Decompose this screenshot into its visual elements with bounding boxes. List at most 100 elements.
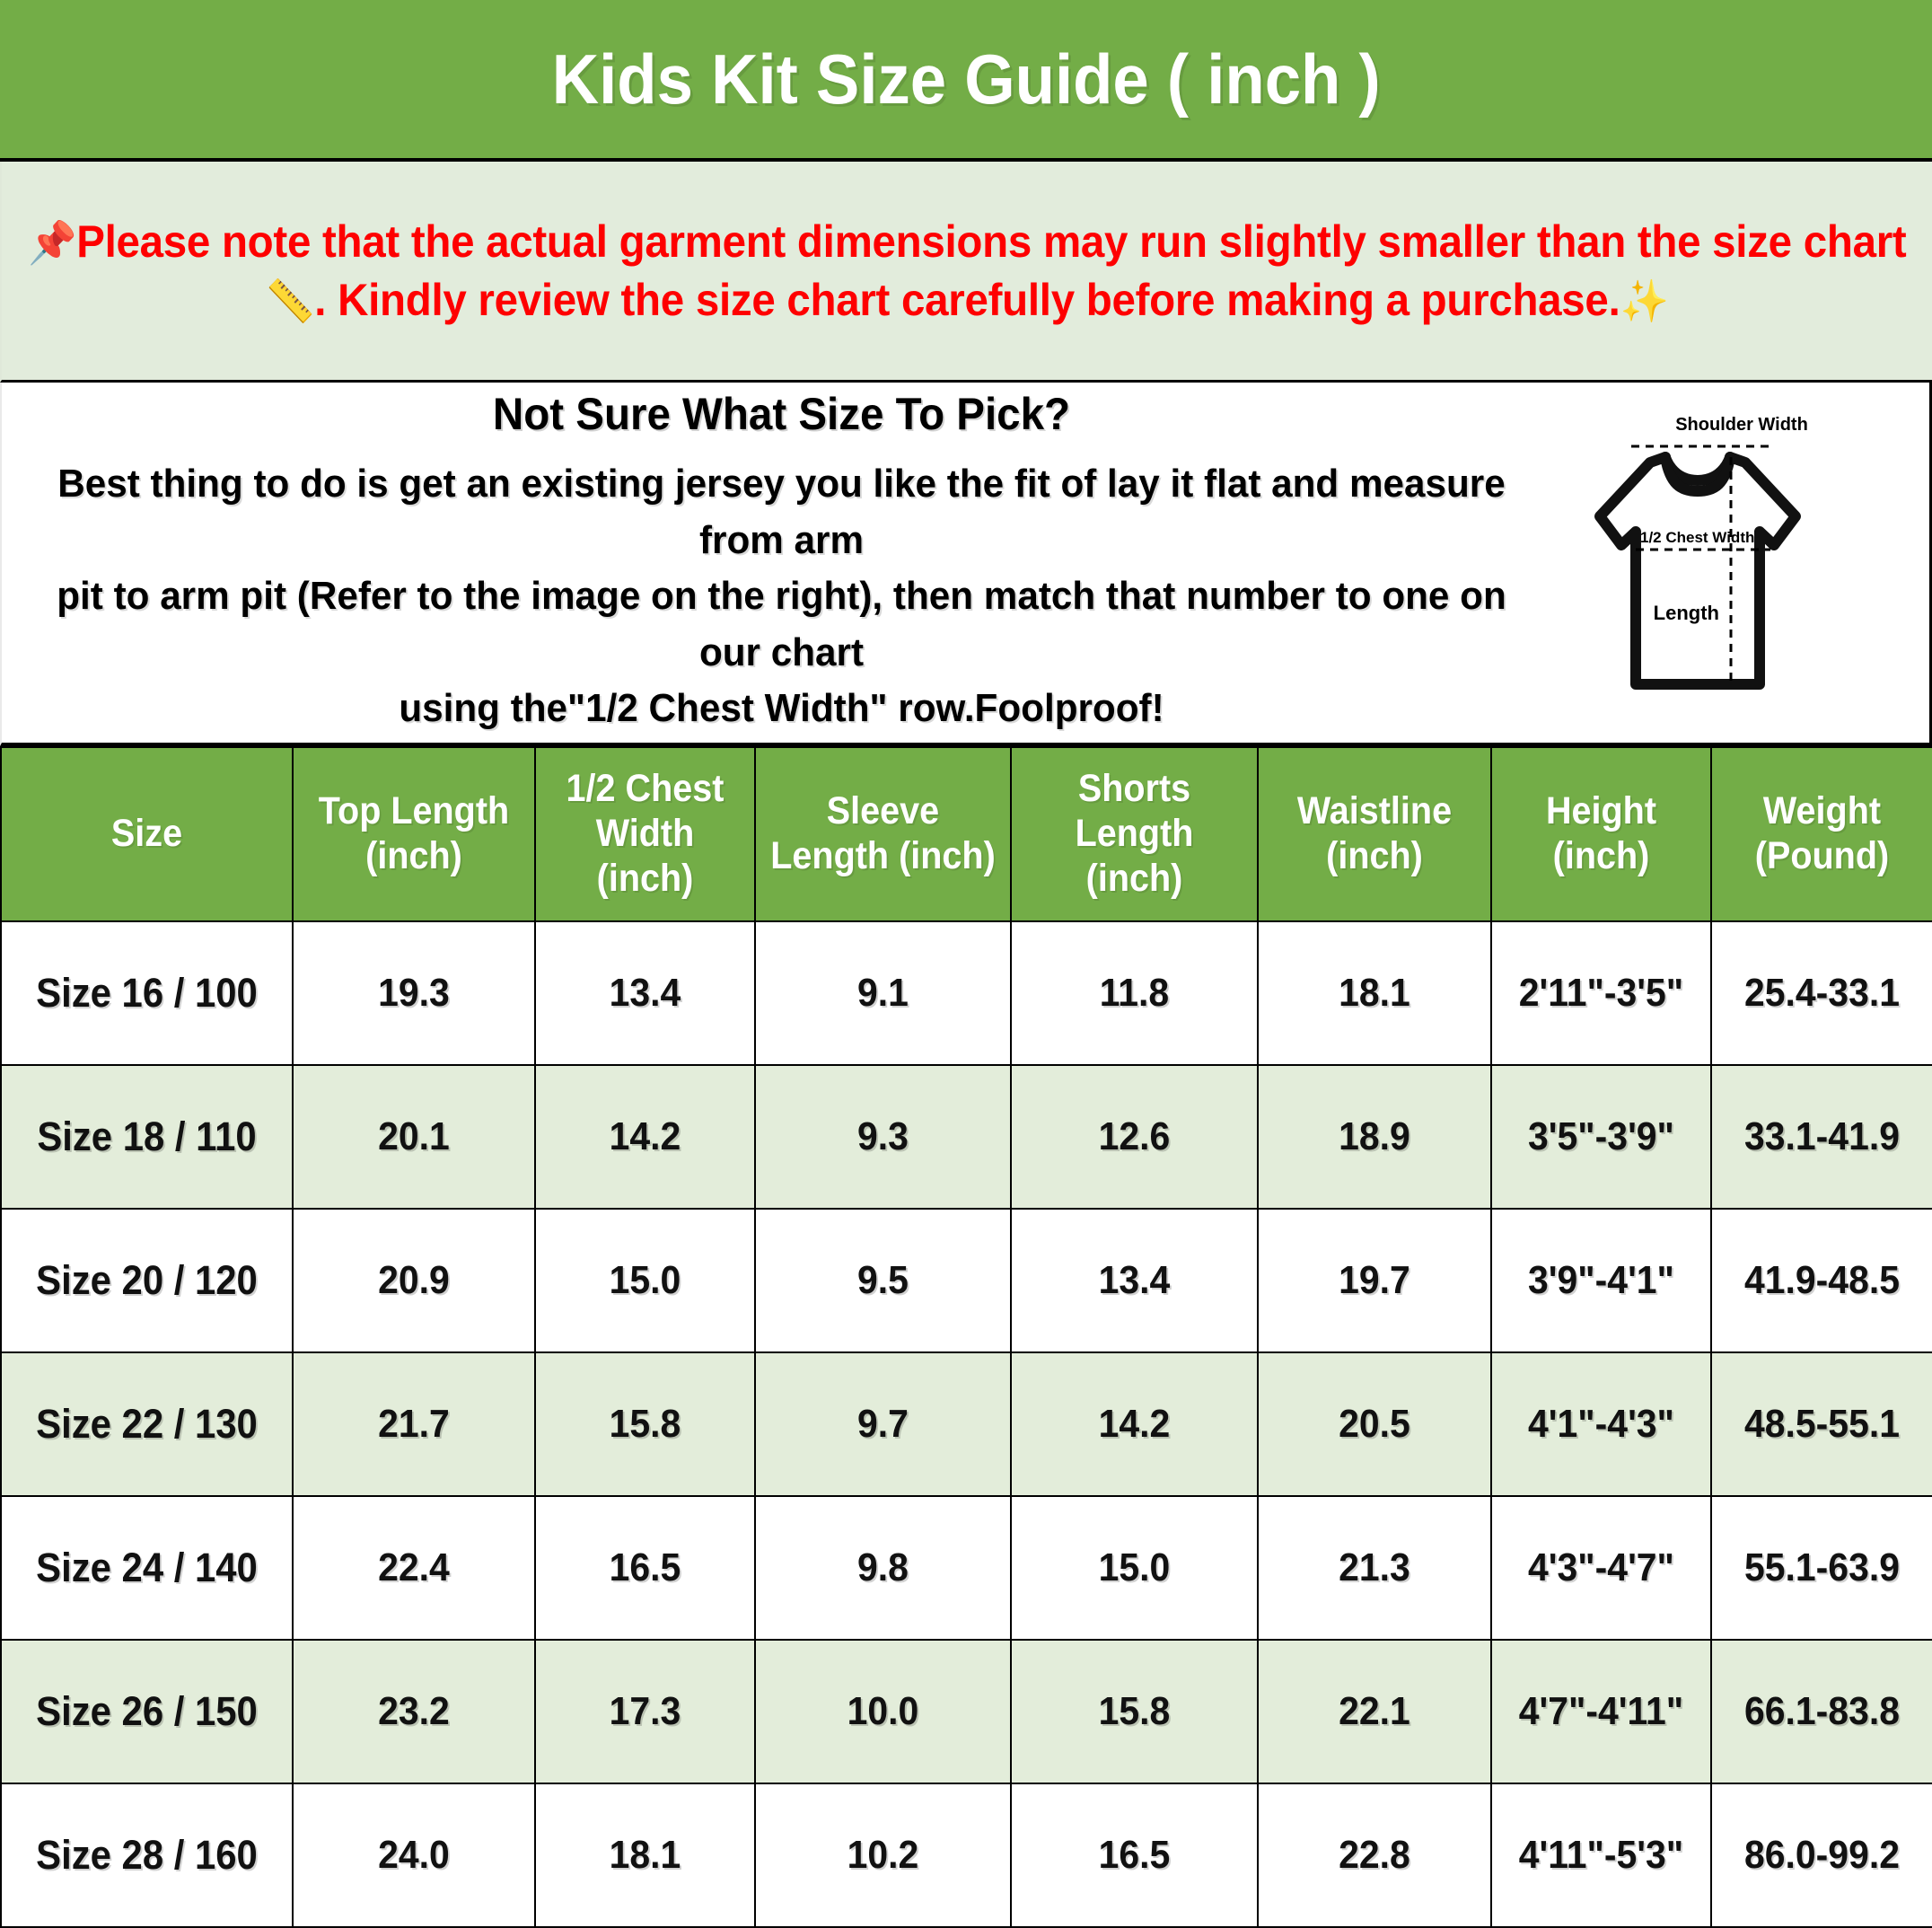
- table-cell: 33.1-41.9: [1710, 1064, 1932, 1210]
- column-header-line: (inch): [365, 834, 462, 877]
- cell-value: 9.1: [857, 971, 909, 1015]
- cell-value: 22.1: [1339, 1689, 1410, 1733]
- cell-value: 16.5: [1098, 1833, 1171, 1877]
- cell-value: 9.5: [857, 1258, 909, 1302]
- cell-value: 17.3: [609, 1689, 681, 1733]
- cell-value: Size 28 / 160: [36, 1832, 258, 1878]
- table-header-row: Size Top Length (inch) 1/2 Chest Width (inch…: [0, 746, 1932, 922]
- cell-value: 14.2: [609, 1114, 681, 1158]
- column-header-line: (inch): [1552, 834, 1650, 877]
- cell-value: 4'1"-4'3": [1528, 1402, 1674, 1446]
- notice-line-2-text: . Kindly review the size chart carefully…: [313, 274, 1620, 325]
- cell-value: 18.1: [1339, 971, 1410, 1015]
- cell-value: Size 18 / 110: [37, 1114, 257, 1159]
- column-header-line: (inch): [1326, 834, 1423, 877]
- table-cell: 21.3: [1257, 1495, 1492, 1641]
- table-cell: 86.0-99.2: [1710, 1783, 1932, 1928]
- column-header-line: Height: [1545, 789, 1657, 833]
- column-header-line: (Pound): [1754, 834, 1890, 877]
- pushpin-icon: 📌: [27, 218, 76, 266]
- table-cell: 19.7: [1257, 1208, 1492, 1353]
- table-cell: 21.7: [292, 1351, 536, 1497]
- cell-value: 23.2: [378, 1689, 450, 1733]
- table-cell: 4'7"-4'11": [1490, 1639, 1712, 1784]
- column-header-line: Length (inch): [1075, 812, 1194, 900]
- tshirt-measurement-svg: Shoulder Width 1/2 Chest Width Length: [1594, 415, 1808, 690]
- cell-value: 2'11"-3'5": [1518, 971, 1684, 1015]
- column-header-0: Size: [0, 746, 294, 922]
- info-text: Not Sure What Size To Pick? Best thing t…: [2, 383, 1570, 743]
- cell-value: Size 20 / 120: [36, 1257, 258, 1303]
- info-body: Best thing to do is get an existing jers…: [41, 456, 1521, 736]
- table-cell: 17.3: [534, 1639, 756, 1784]
- info-block: Not Sure What Size To Pick? Best thing t…: [0, 383, 1932, 746]
- cell-value: 4'7"-4'11": [1518, 1689, 1684, 1733]
- cell-value: 11.8: [1099, 971, 1170, 1015]
- cell-value: 13.4: [1098, 1258, 1171, 1302]
- length-label: Length: [1654, 602, 1719, 624]
- cell-value: 33.1-41.9: [1744, 1114, 1900, 1158]
- table-cell: 16.5: [534, 1495, 756, 1641]
- cell-value: 15.0: [1098, 1545, 1171, 1589]
- table-cell: 9.8: [754, 1495, 1012, 1641]
- column-header-line: Weight: [1762, 789, 1882, 833]
- column-header-line: Length (inch): [770, 834, 996, 877]
- cell-value: 25.4-33.1: [1744, 971, 1900, 1015]
- row-size-label: Size 28 / 160: [0, 1783, 294, 1928]
- table-cell: 15.8: [534, 1351, 756, 1497]
- cell-value: 15.0: [609, 1258, 681, 1302]
- cell-value: 20.5: [1339, 1402, 1410, 1446]
- table-cell: 16.5: [1010, 1783, 1259, 1928]
- cell-value: 24.0: [378, 1833, 450, 1877]
- table-cell: 15.0: [1010, 1495, 1259, 1641]
- column-header-line: Shorts: [1077, 767, 1191, 811]
- table-cell: 14.2: [1010, 1351, 1259, 1497]
- cell-value: 15.8: [609, 1402, 681, 1446]
- info-body-line-2: pit to arm pit (Refer to the image on th…: [57, 574, 1506, 674]
- notice-block: 📌Please note that the actual garment dim…: [0, 162, 1932, 383]
- table-cell: 9.3: [754, 1064, 1012, 1210]
- table-cell: 18.1: [534, 1783, 756, 1928]
- table-row: Size 16 / 100 19.3 13.4 9.1 11.8 18.1 2'11"-3'…: [0, 920, 1932, 1066]
- column-header-6: Height (inch): [1490, 746, 1712, 922]
- cell-value: Size 22 / 130: [36, 1401, 258, 1447]
- cell-value: 86.0-99.2: [1744, 1833, 1900, 1877]
- column-header-line: 1/2 Chest: [566, 767, 724, 811]
- table-cell: 4'11"-5'3": [1490, 1783, 1712, 1928]
- table-cell: 22.8: [1257, 1783, 1492, 1928]
- table-cell: 18.9: [1257, 1064, 1492, 1210]
- table-cell: 20.5: [1257, 1351, 1492, 1497]
- table-cell: 23.2: [292, 1639, 536, 1784]
- cell-value: 19.7: [1339, 1258, 1410, 1302]
- column-header-5: Waistline (inch): [1257, 746, 1492, 922]
- ruler-icon: 📏: [265, 277, 314, 324]
- table-cell: 9.1: [754, 920, 1012, 1066]
- table-cell: 4'1"-4'3": [1490, 1351, 1712, 1497]
- notice-line-1-text: Please note that the actual garment dime…: [75, 216, 1907, 267]
- tshirt-neck: [1660, 451, 1735, 497]
- column-header-2: 1/2 Chest Width (inch): [534, 746, 756, 922]
- cell-value: 21.3: [1339, 1545, 1410, 1589]
- cell-value: 19.3: [378, 971, 450, 1015]
- table-cell: 15.0: [534, 1208, 756, 1353]
- column-header-7: Weight (Pound): [1710, 746, 1932, 922]
- table-row: Size 24 / 140 22.4 16.5 9.8 15.0 21.3 4'3"-4'7…: [0, 1495, 1932, 1641]
- cell-value: 4'3"-4'7": [1528, 1545, 1674, 1589]
- size-chart-table: Size Top Length (inch) 1/2 Chest Width (inch…: [0, 746, 1932, 1928]
- cell-value: 10.0: [847, 1689, 919, 1733]
- cell-value: 66.1-83.8: [1744, 1689, 1900, 1733]
- column-header-line: Sleeve: [826, 789, 940, 833]
- table-cell: 19.3: [292, 920, 536, 1066]
- title-banner: Kids Kit Size Guide ( inch ): [0, 0, 1932, 162]
- table-cell: 10.2: [754, 1783, 1012, 1928]
- cell-value: 20.9: [378, 1258, 450, 1302]
- cell-value: 16.5: [609, 1545, 681, 1589]
- table-row: Size 26 / 150 23.2 17.3 10.0 15.8 22.1 4'7"-4'…: [0, 1639, 1932, 1784]
- cell-value: 22.4: [378, 1545, 450, 1589]
- row-size-label: Size 22 / 130: [0, 1351, 294, 1497]
- table-cell: 13.4: [534, 920, 756, 1066]
- column-header-4: Shorts Length (inch): [1010, 746, 1259, 922]
- table-cell: 66.1-83.8: [1710, 1639, 1932, 1784]
- table-cell: 41.9-48.5: [1710, 1208, 1932, 1353]
